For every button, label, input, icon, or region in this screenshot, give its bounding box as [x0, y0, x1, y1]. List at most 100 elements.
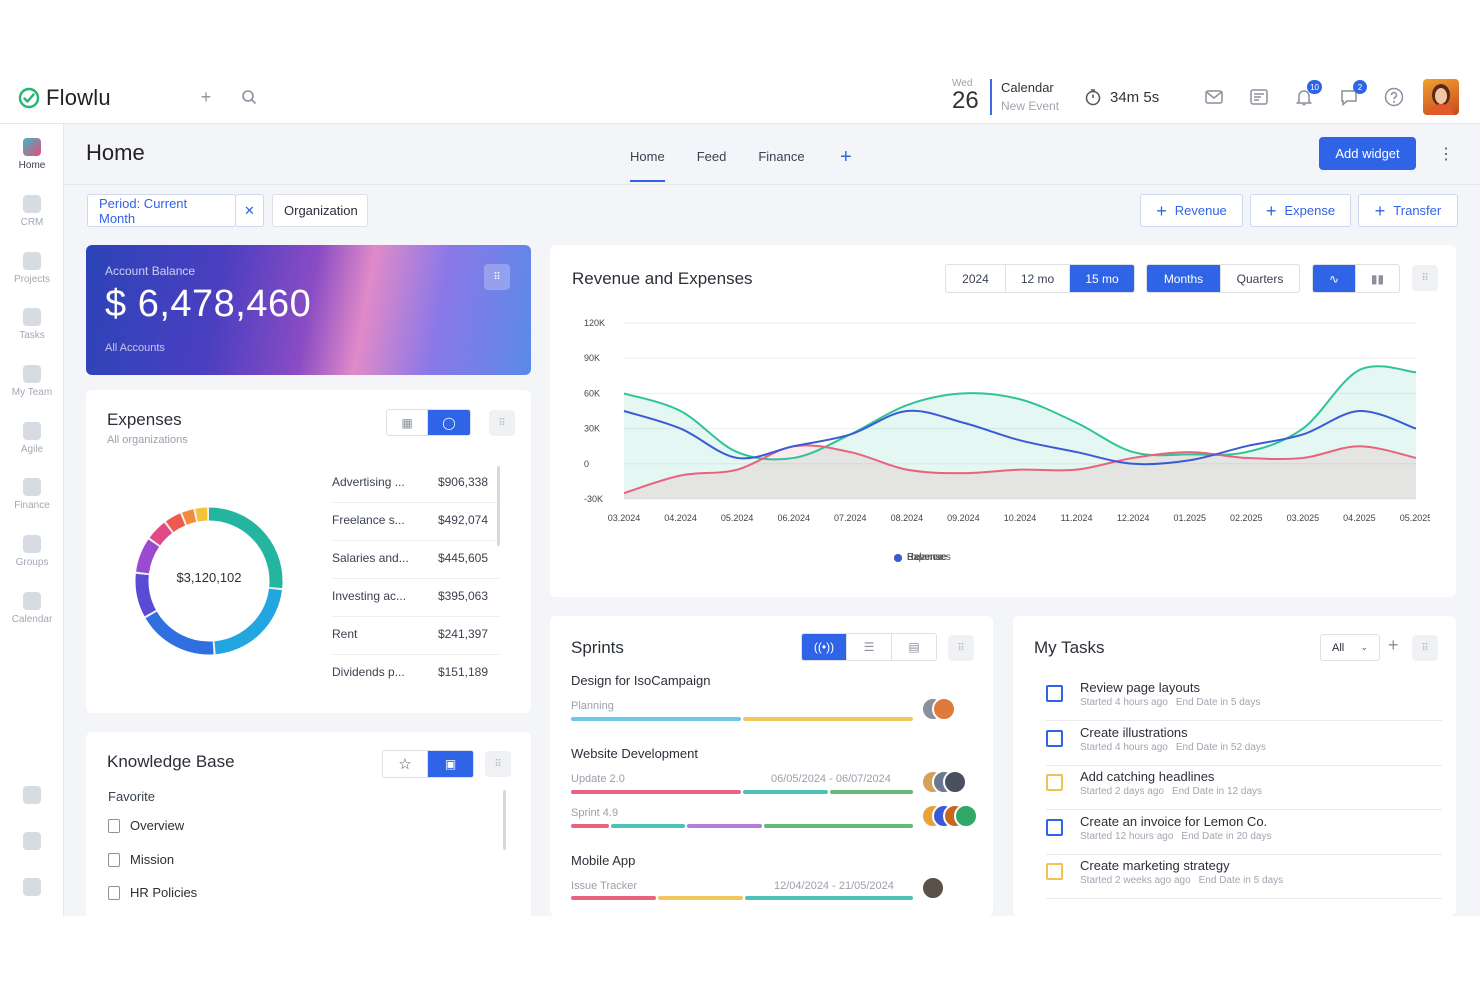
expense-row[interactable]: Salaries and... $445,605 [332, 551, 488, 565]
drag-handle-icon[interactable]: ⠿ [489, 410, 515, 436]
table-view-icon[interactable]: ▦ [387, 410, 428, 435]
new-event-link[interactable]: New Event [1001, 99, 1060, 113]
date-widget[interactable]: Wed 26 [952, 78, 992, 113]
drag-handle-icon[interactable]: ⠿ [1412, 635, 1438, 661]
sidebar-item-settings[interactable] [0, 832, 64, 854]
clear-period-icon[interactable]: ✕ [235, 194, 264, 227]
kb-item-hr-policies[interactable]: HR Policies [108, 885, 197, 900]
series-line-expenses[interactable] [623, 444, 1417, 495]
bell-icon[interactable]: 10 [1293, 80, 1322, 108]
task-filter-dropdown[interactable]: All ⌄ [1320, 634, 1380, 661]
legend-balance[interactable]: Balance [894, 552, 943, 563]
expense-row[interactable]: Rent $241,397 [332, 627, 488, 641]
scrollbar[interactable] [497, 466, 500, 546]
task-checkbox[interactable] [1046, 774, 1063, 791]
range-12mo[interactable]: 12 mo [1006, 265, 1070, 292]
star-icon[interactable]: ☆ [383, 751, 428, 777]
search-icon[interactable] [238, 86, 260, 108]
sprint-group-name[interactable]: Mobile App [571, 853, 636, 868]
sprint-group-name[interactable]: Design for IsoCampaign [571, 673, 711, 688]
donut-view-icon[interactable]: ◯ [428, 410, 470, 435]
task-item[interactable]: Create illustrations Started 4 hours ago E… [1046, 722, 1442, 766]
sprint-progress-segment [571, 790, 741, 794]
sidebar-item-crm[interactable]: CRM [0, 195, 64, 228]
task-checkbox[interactable] [1046, 685, 1063, 702]
add-transfer-button[interactable]: + Transfer [1358, 194, 1458, 227]
range-2024[interactable]: 2024 [946, 265, 1006, 292]
add-revenue-button[interactable]: + Revenue [1140, 194, 1243, 227]
drag-handle-icon[interactable]: ⠿ [948, 635, 974, 661]
sprint-label[interactable]: Sprint 4.9 [571, 807, 619, 819]
avatar[interactable] [921, 876, 945, 900]
avatar[interactable] [954, 804, 978, 828]
expense-row[interactable]: Dividends p... $151,189 [332, 665, 488, 679]
task-item[interactable]: Create an invoice for Lemon Co. Started 1… [1046, 811, 1442, 855]
task-item[interactable]: Review page layouts Started 4 hours ago En… [1046, 677, 1442, 721]
organization-filter[interactable]: Organization [272, 194, 368, 227]
plus-icon[interactable]: + [200, 86, 212, 107]
avatar[interactable] [932, 697, 956, 721]
kb-item-overview[interactable]: Overview [108, 818, 184, 833]
series-line-balance[interactable] [623, 409, 1417, 466]
time-tracker[interactable]: 34m 5s [1084, 88, 1159, 106]
donut-segment[interactable] [135, 507, 283, 655]
task-item[interactable]: Create marketing strategy Started 2 weeks… [1046, 855, 1442, 899]
sidebar-item-agile[interactable]: Agile [0, 422, 64, 455]
sidebar-item-knowledge[interactable] [0, 786, 64, 808]
sidebar-item-groups[interactable]: Groups [0, 535, 64, 568]
mail-icon[interactable] [1203, 86, 1225, 108]
sprint-group-name[interactable]: Website Development [571, 746, 698, 761]
sprint-label[interactable]: Planning [571, 700, 614, 712]
task-item[interactable]: Add catching headlines Started 2 days ago… [1046, 766, 1442, 810]
drag-handle-icon[interactable]: ⠿ [1412, 265, 1438, 291]
expense-row[interactable]: Freelance s... $492,074 [332, 513, 488, 527]
sidebar-item-tasks[interactable]: Tasks [0, 308, 64, 341]
list-view-icon[interactable]: ☰ [847, 634, 892, 660]
bar-chart-icon[interactable]: ▮▮ [1370, 271, 1385, 286]
donut-segment[interactable] [135, 507, 283, 655]
granularity-months[interactable]: Months [1147, 265, 1221, 292]
tab-feed[interactable]: Feed [696, 149, 727, 164]
sidebar-item-home[interactable]: Home [0, 138, 64, 171]
sidebar-item-my-team[interactable]: My Team [0, 365, 64, 398]
granularity-quarters[interactable]: Quarters [1236, 271, 1284, 286]
add-expense-button[interactable]: + Expense [1250, 194, 1351, 227]
logo[interactable]: Flowlu [18, 85, 111, 111]
add-widget-button[interactable]: Add widget [1319, 137, 1416, 170]
archive-icon[interactable]: ▤ [908, 640, 920, 654]
scrollbar[interactable] [503, 790, 506, 850]
sidebar-item-projects[interactable]: Projects [0, 252, 64, 285]
period-filter[interactable]: Period: Current Month [87, 194, 236, 227]
tab-finance[interactable]: Finance [758, 149, 805, 164]
notes-icon[interactable] [1248, 86, 1270, 108]
help-icon[interactable] [1383, 86, 1405, 108]
more-options-icon[interactable]: ⋮ [1438, 146, 1454, 163]
active-sprints-icon[interactable]: ((•)) [802, 634, 847, 660]
expense-row[interactable]: Investing ac... $395,063 [332, 589, 488, 603]
add-task-icon[interactable]: + [1388, 635, 1399, 655]
avatar[interactable] [943, 770, 967, 794]
drag-handle-icon[interactable]: ⠿ [484, 264, 510, 290]
sprint-label[interactable]: Update 2.0 [571, 773, 625, 785]
drag-handle-icon[interactable]: ⠿ [485, 751, 511, 777]
calendar-widget[interactable]: Calendar New Event [1001, 80, 1059, 113]
task-started: Started 2 days ago [1080, 786, 1164, 797]
task-checkbox[interactable] [1046, 863, 1063, 880]
line-chart-icon[interactable]: ∿ [1313, 265, 1356, 292]
document-icon[interactable]: ▣ [428, 751, 473, 777]
range-15mo[interactable]: 15 mo [1070, 265, 1134, 292]
kb-item-mission[interactable]: Mission [108, 852, 174, 867]
user-avatar[interactable] [1423, 79, 1459, 115]
expense-row[interactable]: Advertising ... $906,338 [332, 475, 488, 489]
donut-segment[interactable] [135, 507, 283, 655]
sidebar-item-finance[interactable]: Finance [0, 478, 64, 511]
sprint-label[interactable]: Issue Tracker [571, 880, 638, 892]
task-checkbox[interactable] [1046, 818, 1063, 836]
add-tab-icon[interactable]: + [840, 146, 852, 168]
sidebar-item-calendar[interactable]: Calendar [0, 592, 64, 625]
task-checkbox[interactable] [1046, 729, 1063, 747]
chat-icon[interactable]: 2 [1338, 80, 1367, 108]
tab-home[interactable]: Home [630, 149, 665, 182]
crm-icon [23, 195, 41, 213]
sidebar-item-support[interactable] [0, 878, 64, 900]
